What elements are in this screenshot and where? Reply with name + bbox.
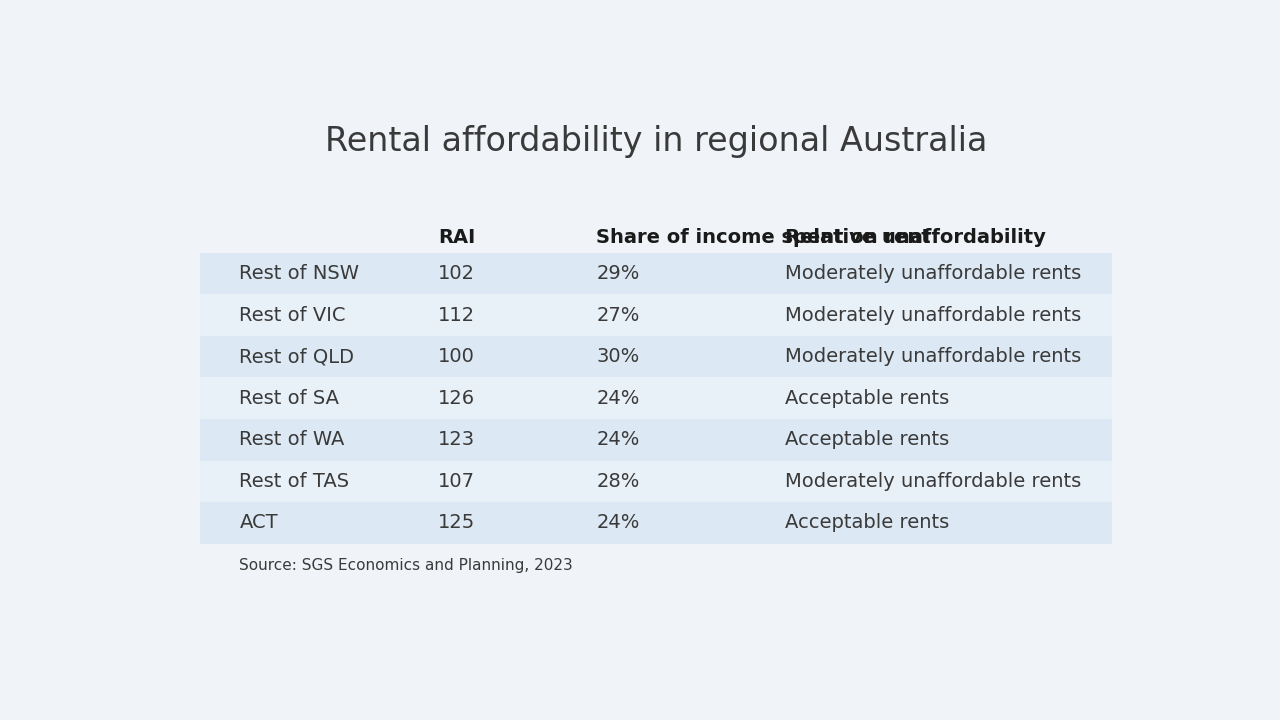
Text: 102: 102 (438, 264, 475, 283)
Text: 126: 126 (438, 389, 475, 408)
Text: 100: 100 (438, 347, 475, 366)
Bar (200, 377, 1112, 419)
Bar (200, 419, 1112, 461)
Text: Moderately unaffordable rents: Moderately unaffordable rents (785, 347, 1082, 366)
Text: Moderately unaffordable rents: Moderately unaffordable rents (785, 472, 1082, 491)
Bar (200, 336, 1112, 377)
Bar (200, 294, 1112, 336)
Text: RAI: RAI (438, 228, 475, 247)
Text: ACT: ACT (239, 513, 278, 533)
Text: Relative unaffordability: Relative unaffordability (785, 228, 1046, 247)
Text: 107: 107 (438, 472, 475, 491)
Text: Moderately unaffordable rents: Moderately unaffordable rents (785, 305, 1082, 325)
Text: Rest of TAS: Rest of TAS (239, 472, 349, 491)
Bar (200, 503, 1112, 544)
Text: 123: 123 (438, 431, 475, 449)
Text: 24%: 24% (596, 389, 640, 408)
Text: Share of income spent on rent: Share of income spent on rent (596, 228, 931, 247)
Text: 27%: 27% (596, 305, 640, 325)
Text: Rest of WA: Rest of WA (239, 431, 344, 449)
Text: Acceptable rents: Acceptable rents (785, 389, 950, 408)
Text: Rest of VIC: Rest of VIC (239, 305, 346, 325)
Text: 28%: 28% (596, 472, 640, 491)
Bar (200, 253, 1112, 294)
Text: 24%: 24% (596, 431, 640, 449)
Text: Acceptable rents: Acceptable rents (785, 431, 950, 449)
Text: Moderately unaffordable rents: Moderately unaffordable rents (785, 264, 1082, 283)
Text: Rest of QLD: Rest of QLD (239, 347, 355, 366)
Text: Rest of SA: Rest of SA (239, 389, 339, 408)
Text: Rest of NSW: Rest of NSW (239, 264, 360, 283)
Text: 125: 125 (438, 513, 475, 533)
Text: Source: SGS Economics and Planning, 2023: Source: SGS Economics and Planning, 2023 (239, 558, 573, 572)
Text: Rental affordability in regional Australia: Rental affordability in regional Austral… (325, 125, 987, 158)
Text: 30%: 30% (596, 347, 640, 366)
Text: 29%: 29% (596, 264, 640, 283)
Bar (200, 461, 1112, 503)
Text: 24%: 24% (596, 513, 640, 533)
Text: 112: 112 (438, 305, 475, 325)
Text: Acceptable rents: Acceptable rents (785, 513, 950, 533)
